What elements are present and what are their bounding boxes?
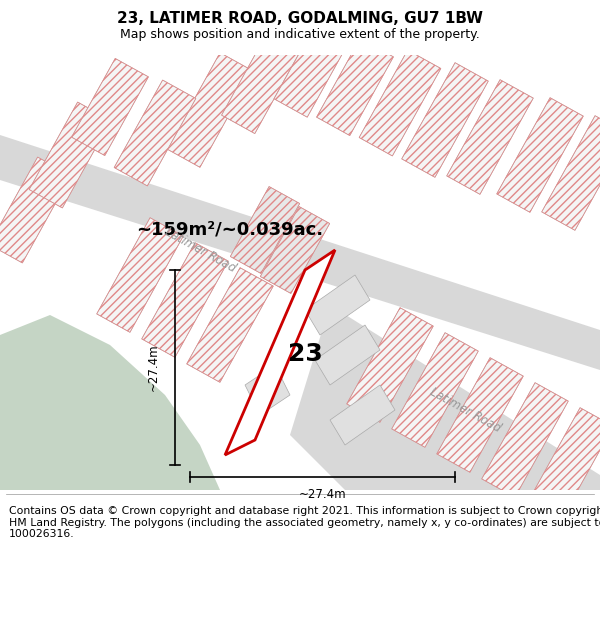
Polygon shape	[167, 52, 253, 168]
Polygon shape	[315, 325, 380, 385]
Polygon shape	[392, 332, 478, 447]
Polygon shape	[274, 29, 346, 118]
Text: ~27.4m: ~27.4m	[299, 489, 346, 501]
Polygon shape	[29, 102, 111, 208]
Text: Map shows position and indicative extent of the property.: Map shows position and indicative extent…	[120, 28, 480, 41]
Text: 23, LATIMER ROAD, GODALMING, GU7 1BW: 23, LATIMER ROAD, GODALMING, GU7 1BW	[117, 11, 483, 26]
Polygon shape	[542, 116, 600, 231]
Polygon shape	[71, 58, 148, 156]
Text: Contains OS data © Crown copyright and database right 2021. This information is : Contains OS data © Crown copyright and d…	[9, 506, 600, 539]
Text: ~27.4m: ~27.4m	[146, 344, 160, 391]
Polygon shape	[402, 62, 488, 178]
Polygon shape	[0, 135, 600, 370]
Polygon shape	[230, 186, 299, 274]
Polygon shape	[221, 36, 298, 134]
Polygon shape	[447, 79, 533, 194]
Polygon shape	[317, 38, 394, 136]
Polygon shape	[359, 50, 441, 156]
Polygon shape	[114, 80, 196, 186]
Text: Latimer Road: Latimer Road	[162, 225, 238, 275]
Polygon shape	[0, 315, 220, 490]
Polygon shape	[97, 217, 183, 332]
Polygon shape	[0, 157, 71, 263]
Text: Latimer Road: Latimer Road	[427, 385, 503, 435]
Text: ~159m²/~0.039ac.: ~159m²/~0.039ac.	[136, 221, 323, 239]
Polygon shape	[142, 242, 228, 357]
Polygon shape	[527, 408, 600, 522]
Polygon shape	[497, 98, 583, 212]
Polygon shape	[437, 357, 523, 472]
Polygon shape	[225, 250, 335, 455]
Polygon shape	[245, 365, 290, 415]
Polygon shape	[187, 268, 273, 382]
Polygon shape	[330, 385, 395, 445]
Polygon shape	[482, 382, 568, 498]
Polygon shape	[305, 275, 370, 335]
Polygon shape	[260, 206, 329, 294]
Text: 23: 23	[287, 342, 322, 366]
Polygon shape	[347, 308, 433, 422]
Polygon shape	[290, 305, 600, 490]
